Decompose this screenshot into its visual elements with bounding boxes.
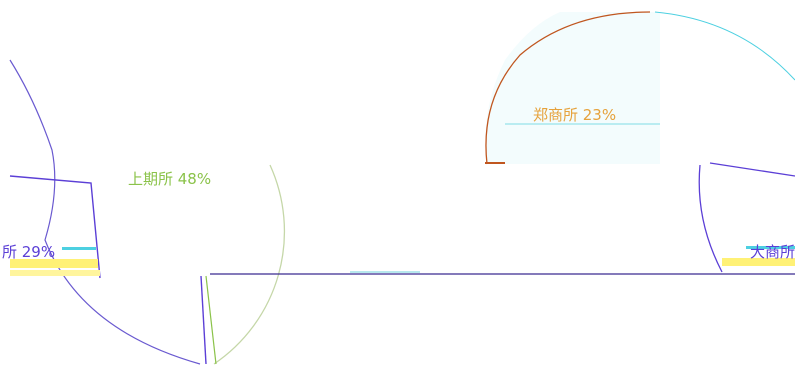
slice-dashang-arc-left[interactable] [9,59,201,365]
slice-label-zhengshang: 郑商所 23% [533,106,616,124]
slice-label-dashang-fragment: 所 29% [2,243,55,261]
slice-zhengshang-arc[interactable] [485,11,651,165]
slice-zhengshang-arc-outer[interactable] [654,11,795,81]
slice-dashang-arc-right[interactable] [698,164,723,273]
slice-shangqi-arc[interactable] [213,164,286,365]
slice-zhengshang-highlight[interactable] [485,12,660,164]
label-underline-yellow-right [722,258,795,266]
slice-divider-c [205,275,217,365]
label-underline-cyan-right [746,246,795,249]
label-underline-yellow-left-2 [10,270,100,276]
slice-divider-b [200,275,207,365]
label-underline-cyan-left [62,247,96,250]
slice-label-dashang-right: 大商所 [750,243,795,261]
slice-dashang-edge [709,162,795,177]
slice-label-shangqi: 上期所 48% [128,170,211,188]
slice-divider-a [9,175,101,279]
label-underline-yellow-left [10,259,98,268]
